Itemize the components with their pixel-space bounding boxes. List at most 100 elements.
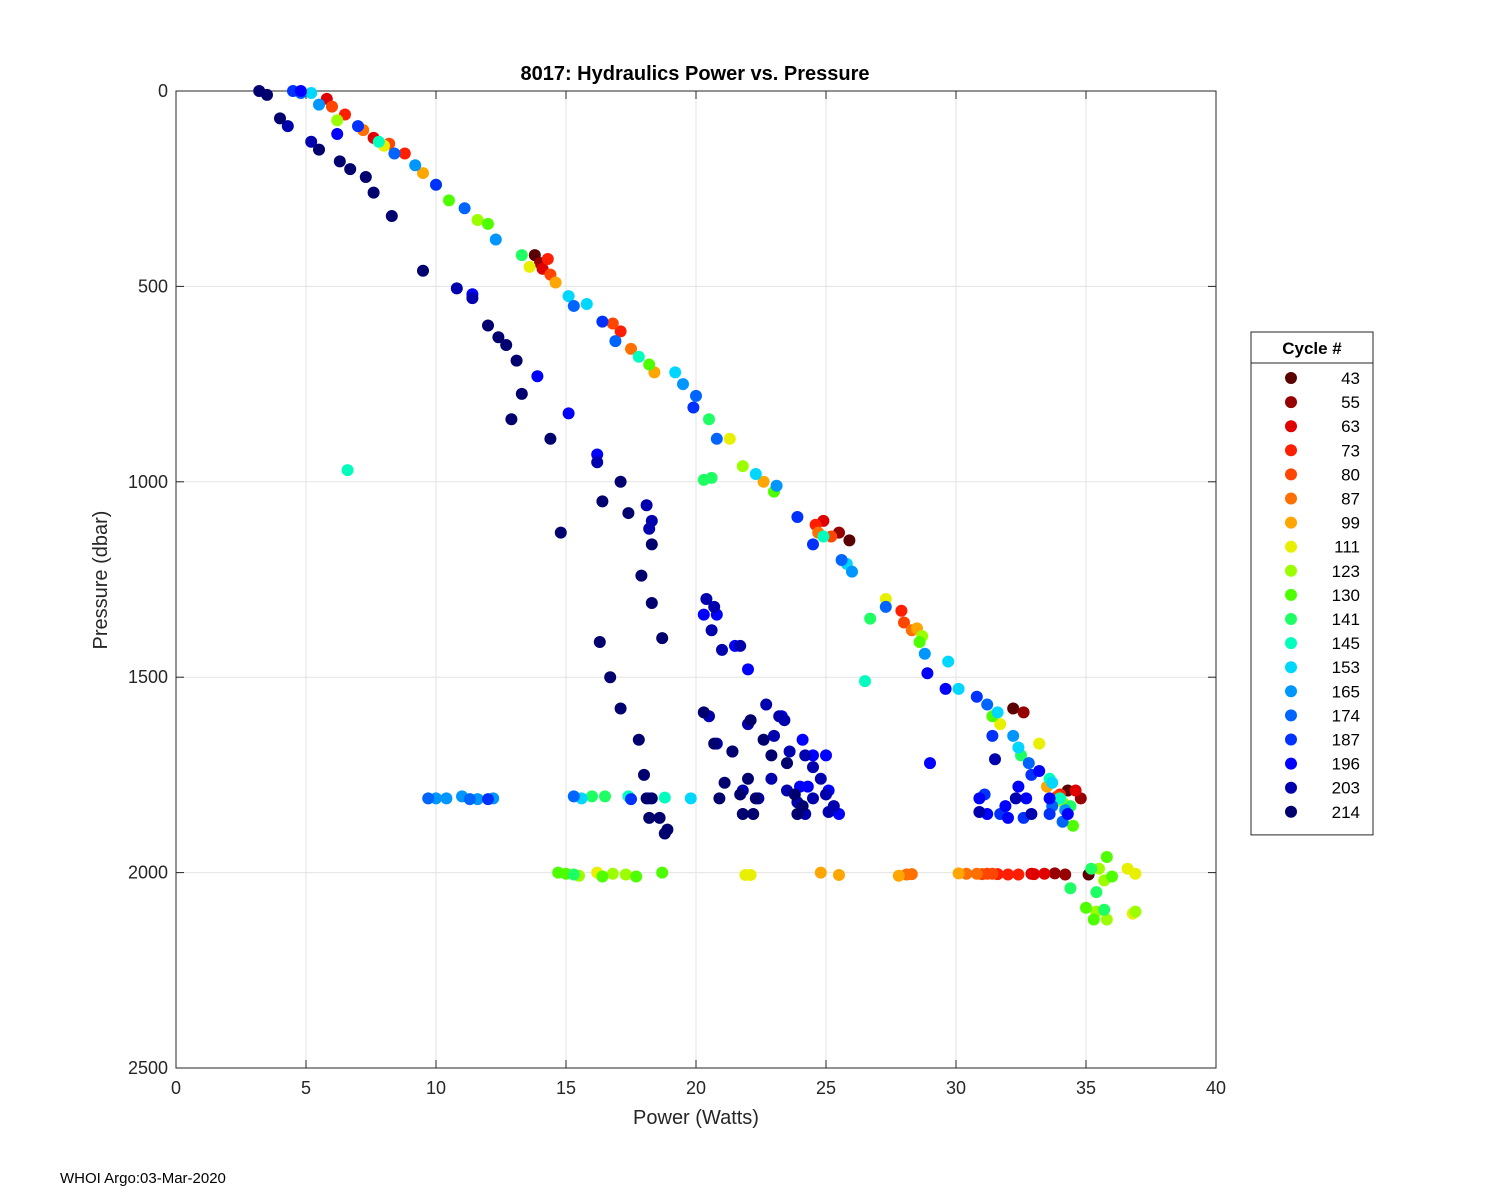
data-point	[645, 596, 658, 609]
data-point	[734, 639, 747, 652]
data-point	[697, 608, 710, 621]
data-point	[482, 793, 494, 806]
data-point	[385, 210, 398, 223]
data-point	[999, 800, 1012, 813]
data-point	[515, 249, 528, 262]
data-point	[1022, 757, 1035, 770]
data-point	[1067, 819, 1079, 832]
legend-label: 80	[1341, 465, 1360, 484]
y-tick-label: 500	[138, 276, 168, 296]
legend-marker	[1285, 540, 1297, 553]
data-point	[640, 499, 653, 512]
legend-label: 99	[1341, 514, 1360, 533]
x-tick-label: 30	[946, 1078, 966, 1098]
data-point	[599, 790, 611, 803]
data-point	[1012, 780, 1025, 793]
legend-title: Cycle #	[1282, 339, 1342, 358]
data-point	[801, 780, 814, 793]
x-tick-label: 35	[1076, 1078, 1096, 1098]
data-point	[939, 682, 952, 695]
data-point	[567, 299, 580, 312]
data-point	[313, 143, 325, 156]
data-point	[921, 667, 934, 680]
data-point	[643, 358, 656, 371]
y-tick-label: 2000	[128, 863, 168, 883]
data-point	[778, 714, 791, 727]
data-point	[281, 120, 294, 133]
legend-marker	[1285, 613, 1297, 625]
data-point	[820, 788, 832, 801]
legend-label: 214	[1332, 803, 1360, 822]
data-point	[1059, 868, 1072, 881]
data-point	[645, 538, 658, 551]
legend-marker	[1285, 444, 1297, 457]
legend-label: 196	[1332, 755, 1360, 774]
y-tick-label: 0	[158, 81, 168, 101]
data-point	[791, 510, 804, 523]
series-cycle-153	[305, 86, 1059, 805]
x-tick-label: 20	[686, 1078, 706, 1098]
data-point	[609, 335, 622, 348]
data-point	[1007, 702, 1020, 715]
data-point	[744, 714, 757, 727]
x-tick-label: 10	[426, 1078, 446, 1098]
data-point	[895, 604, 908, 617]
data-point	[625, 342, 637, 355]
x-tick-label: 5	[301, 1078, 311, 1098]
data-point	[541, 253, 554, 266]
data-point	[656, 632, 669, 645]
data-point	[622, 507, 635, 520]
data-point	[708, 600, 721, 613]
data-point	[567, 868, 580, 881]
data-point	[596, 315, 609, 328]
legend-marker	[1285, 516, 1297, 529]
data-point	[466, 292, 479, 305]
data-point	[892, 869, 905, 882]
data-point	[989, 753, 1001, 766]
data-point	[1054, 792, 1066, 805]
data-point	[700, 593, 713, 606]
data-point	[614, 475, 627, 488]
data-point	[619, 868, 632, 881]
data-point	[593, 636, 606, 649]
data-point	[656, 866, 669, 879]
legend-marker	[1285, 588, 1297, 601]
data-point	[708, 737, 721, 750]
data-point	[606, 317, 619, 330]
legend-marker	[1285, 396, 1297, 409]
data-point	[632, 733, 645, 746]
x-tick-label: 40	[1206, 1078, 1226, 1098]
legend-marker	[1285, 564, 1297, 577]
data-point	[669, 366, 682, 379]
data-point	[630, 870, 643, 883]
data-point	[913, 636, 926, 649]
data-point	[705, 624, 718, 637]
data-point	[924, 757, 936, 770]
data-point	[326, 100, 338, 113]
data-point	[859, 675, 871, 688]
data-point	[305, 86, 318, 99]
data-point	[723, 432, 736, 445]
data-point	[716, 643, 728, 656]
data-point	[1038, 867, 1051, 880]
y-tick-label: 2500	[128, 1058, 168, 1078]
data-point	[440, 792, 453, 805]
data-point	[726, 745, 739, 758]
legend-label: 43	[1341, 369, 1360, 388]
data-point	[1064, 882, 1077, 895]
data-point	[697, 473, 710, 486]
data-point	[765, 772, 778, 785]
data-point	[417, 167, 429, 180]
data-point	[625, 793, 637, 806]
data-point	[757, 475, 770, 488]
legend-marker	[1285, 372, 1297, 384]
data-point	[554, 526, 567, 539]
data-point	[1098, 903, 1111, 916]
series-cycle-130	[443, 194, 1118, 926]
data-point	[422, 792, 435, 805]
series-cycle-214	[253, 85, 809, 840]
data-point	[799, 749, 812, 762]
data-point	[1007, 729, 1020, 742]
data-point	[879, 600, 892, 613]
data-point	[604, 671, 617, 684]
